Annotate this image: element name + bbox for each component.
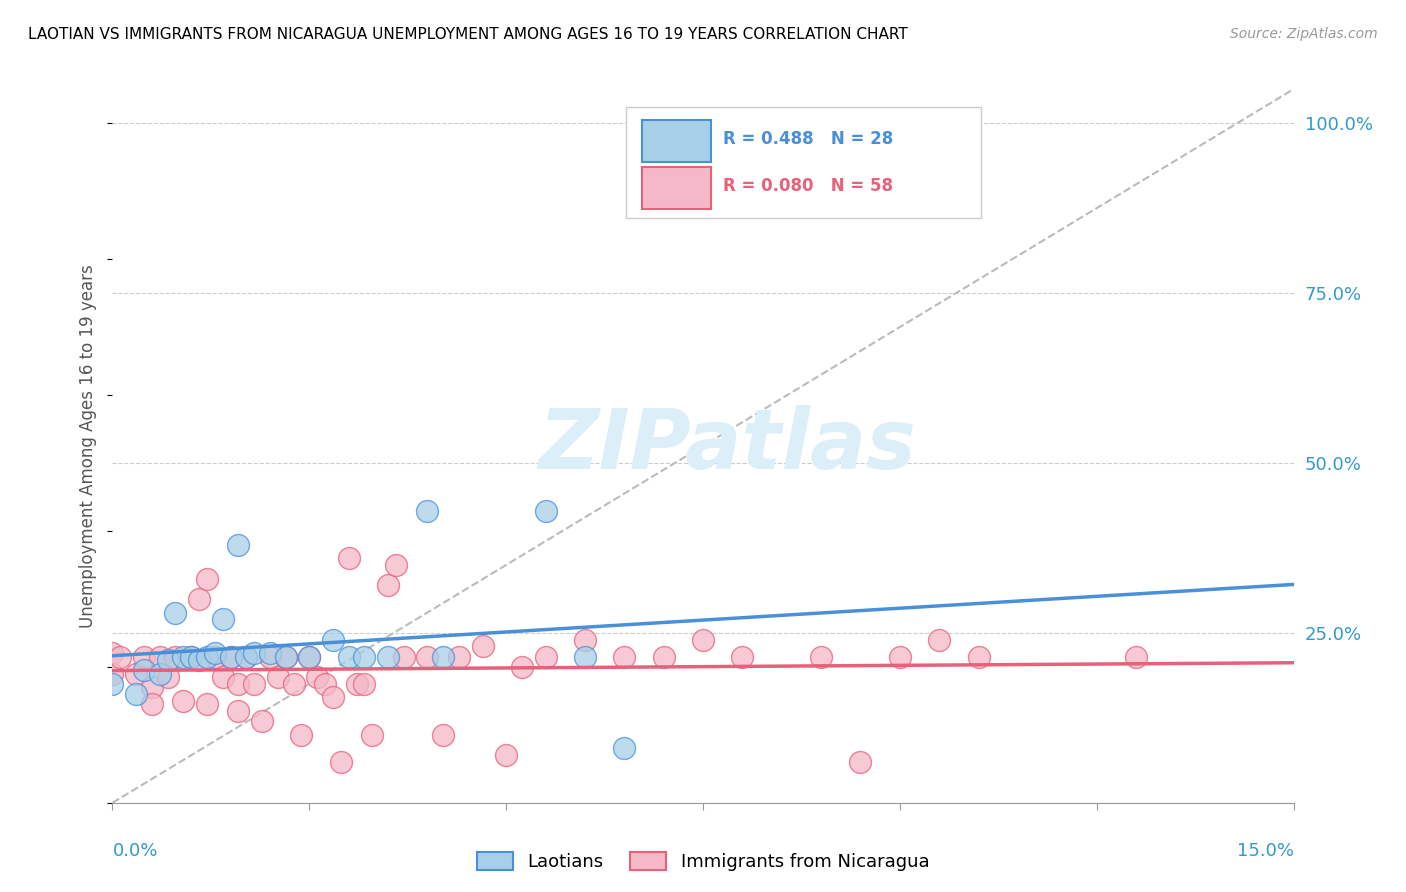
Point [534, 503, 557, 517]
Point [149, 649, 172, 664]
Point [180, 649, 202, 664]
Text: 0.0%: 0.0% [112, 842, 157, 860]
FancyBboxPatch shape [626, 107, 980, 218]
Point [314, 677, 336, 691]
Point [259, 649, 281, 664]
Point [290, 728, 312, 742]
Point [307, 670, 329, 684]
Point [228, 537, 250, 551]
Point [967, 649, 990, 664]
Point [180, 649, 202, 664]
Point [353, 677, 375, 691]
Point [432, 728, 454, 742]
Point [211, 612, 233, 626]
Point [1125, 649, 1147, 664]
Point [195, 698, 218, 712]
Point [329, 755, 352, 769]
Point [149, 666, 172, 681]
Point [353, 649, 375, 664]
Point [337, 649, 360, 664]
Point [283, 677, 305, 691]
Point [322, 632, 344, 647]
Point [172, 649, 194, 664]
Point [613, 649, 636, 664]
Point [849, 755, 872, 769]
Point [416, 503, 439, 517]
FancyBboxPatch shape [641, 120, 711, 161]
Point [377, 578, 399, 592]
Point [211, 670, 233, 684]
Point [110, 649, 132, 664]
Point [274, 649, 297, 664]
Point [101, 677, 124, 691]
Point [392, 649, 415, 664]
Point [235, 649, 257, 664]
Text: ZIPatlas: ZIPatlas [537, 406, 915, 486]
Point [495, 748, 517, 763]
Point [574, 649, 596, 664]
Point [219, 649, 242, 664]
Point [235, 649, 257, 664]
Point [298, 649, 321, 664]
Point [346, 677, 368, 691]
Point [204, 649, 226, 664]
Text: R = 0.488   N = 28: R = 0.488 N = 28 [723, 130, 893, 148]
Point [274, 649, 297, 664]
Point [432, 649, 454, 664]
Point [447, 649, 470, 664]
Point [471, 640, 494, 654]
Point [228, 677, 250, 691]
Point [243, 677, 266, 691]
Point [101, 666, 124, 681]
Point [219, 649, 242, 664]
Point [259, 646, 281, 660]
Point [731, 649, 754, 664]
Point [298, 649, 321, 664]
Point [228, 704, 250, 718]
Legend: Laotians, Immigrants from Nicaragua: Laotians, Immigrants from Nicaragua [470, 845, 936, 879]
Point [165, 606, 187, 620]
Point [132, 649, 155, 664]
Point [652, 649, 675, 664]
Point [195, 572, 218, 586]
Point [156, 670, 179, 684]
Point [692, 632, 714, 647]
Point [243, 646, 266, 660]
FancyBboxPatch shape [641, 167, 711, 210]
Point [172, 694, 194, 708]
Point [141, 698, 163, 712]
Point [132, 663, 155, 677]
Y-axis label: Unemployment Among Ages 16 to 19 years: Unemployment Among Ages 16 to 19 years [79, 264, 97, 628]
Point [125, 687, 148, 701]
Point [156, 653, 179, 667]
Text: LAOTIAN VS IMMIGRANTS FROM NICARAGUA UNEMPLOYMENT AMONG AGES 16 TO 19 YEARS CORR: LAOTIAN VS IMMIGRANTS FROM NICARAGUA UNE… [28, 27, 908, 42]
Point [141, 680, 163, 694]
Text: R = 0.080   N = 58: R = 0.080 N = 58 [723, 178, 893, 195]
Point [195, 649, 218, 664]
Point [810, 649, 832, 664]
Text: Source: ZipAtlas.com: Source: ZipAtlas.com [1230, 27, 1378, 41]
Point [377, 649, 399, 664]
Point [889, 649, 911, 664]
Point [613, 741, 636, 756]
Point [385, 558, 408, 572]
Point [534, 649, 557, 664]
Point [101, 646, 124, 660]
Point [267, 670, 290, 684]
Point [188, 653, 211, 667]
Point [928, 632, 950, 647]
Point [337, 551, 360, 566]
Point [361, 728, 384, 742]
Point [125, 666, 148, 681]
Point [574, 632, 596, 647]
Point [322, 690, 344, 705]
Point [416, 649, 439, 664]
Text: 15.0%: 15.0% [1236, 842, 1294, 860]
Point [510, 660, 533, 674]
Point [204, 646, 226, 660]
Point [165, 649, 187, 664]
Point [188, 591, 211, 606]
Point [250, 714, 273, 729]
